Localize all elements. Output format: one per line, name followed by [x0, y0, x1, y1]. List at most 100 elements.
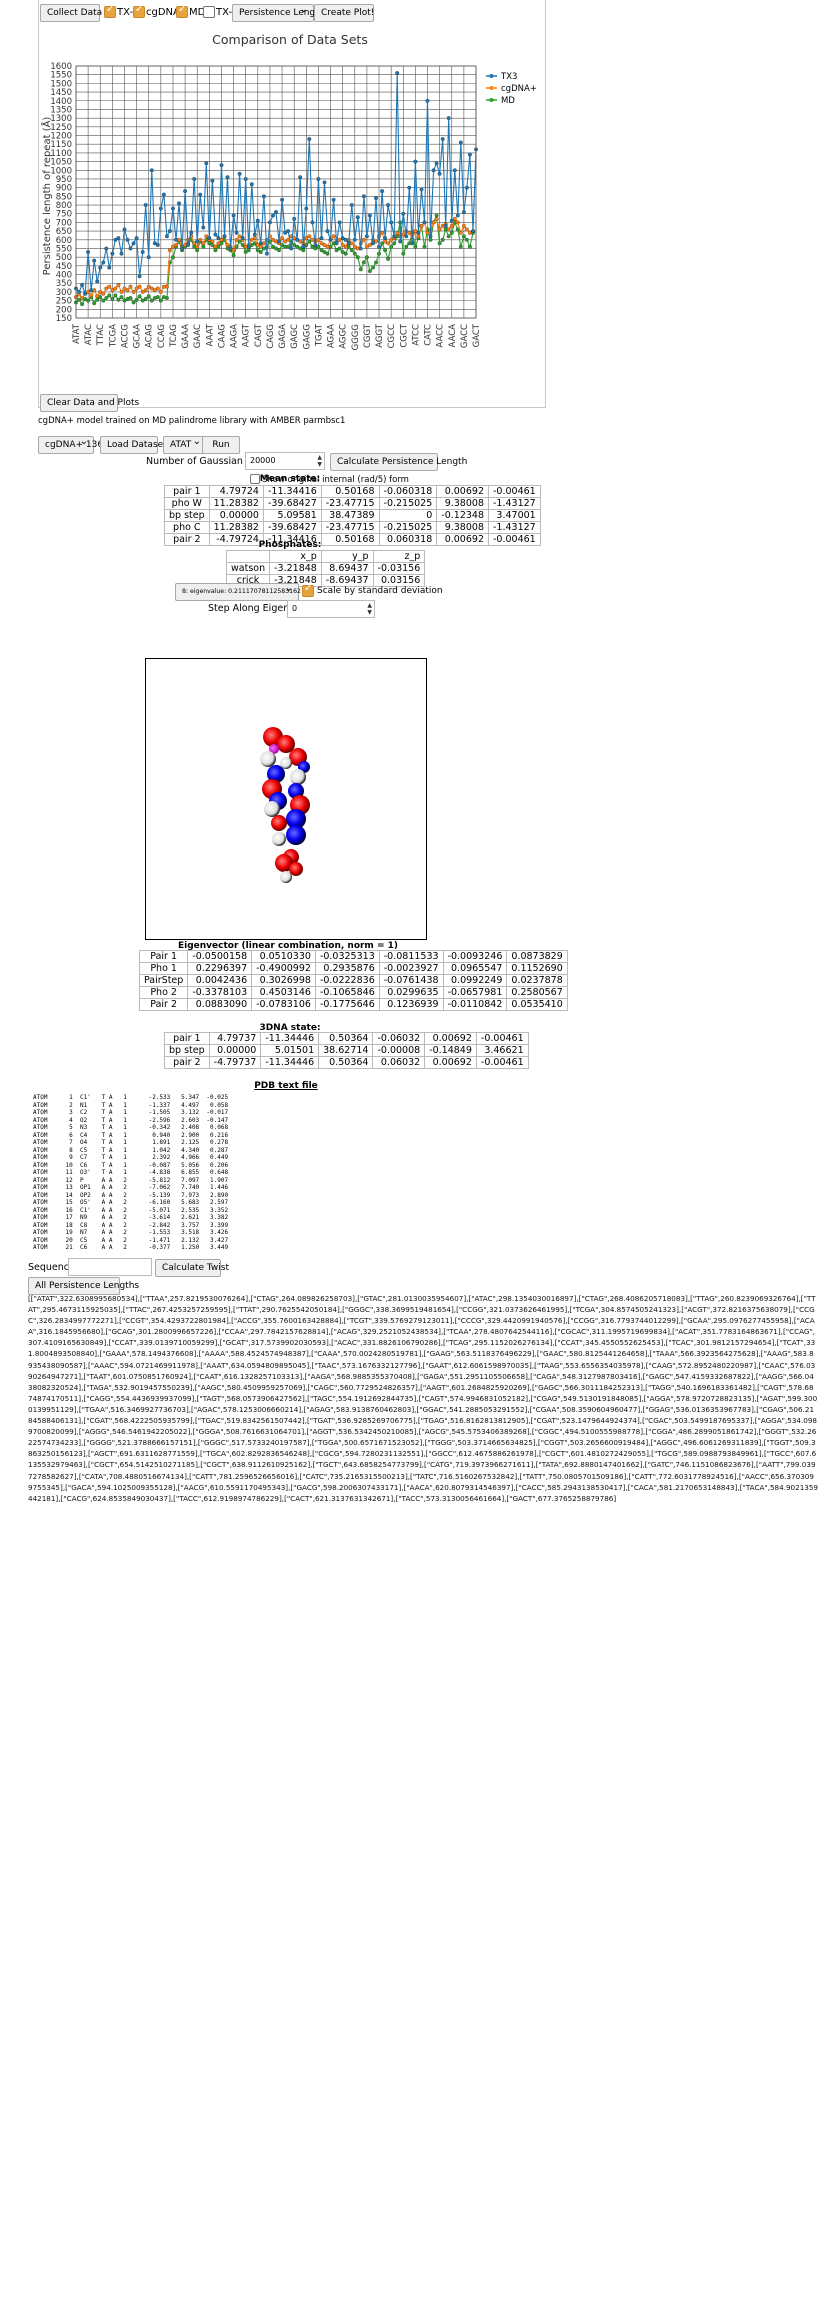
- data-point: [274, 246, 278, 251]
- data-point: [104, 286, 109, 291]
- calc-persistence-button[interactable]: Calculate Persistence Length: [330, 453, 467, 471]
- table-row: PairStep 0.0042436 0.3026998 -0.0222836 -0.0…: [138, 974, 568, 987]
- data-point: [304, 243, 309, 247]
- all-persistence-button[interactable]: All Persistence Lengths: [28, 1277, 139, 1295]
- table-cell: 0.0873829: [506, 950, 568, 963]
- x-tick-label: CGGT: [363, 323, 373, 348]
- dna3-title: 3DNA state:: [259, 1023, 321, 1033]
- data-point: [171, 255, 175, 260]
- data-point: [186, 243, 191, 247]
- table-cell: 0.00000: [208, 1044, 262, 1057]
- molecule-viewer[interactable]: [145, 658, 427, 940]
- data-point: [234, 237, 239, 242]
- step-input[interactable]: 0 ▲ ▼: [287, 600, 375, 618]
- data-point: [134, 286, 139, 291]
- run-button[interactable]: Run: [202, 436, 240, 454]
- data-point: [325, 229, 330, 234]
- show-internal-checkbox[interactable]: [250, 474, 260, 484]
- data-point: [192, 241, 197, 246]
- data-point: [349, 203, 354, 207]
- tx3-checkbox[interactable]: [104, 4, 116, 18]
- metric-select[interactable]: Persistence Length: [232, 2, 324, 22]
- table-cell: -1.43127: [488, 497, 541, 510]
- table-cell: 4.79737: [208, 1032, 262, 1045]
- data-point: [413, 229, 418, 234]
- x-tick-label: TGAT: [314, 323, 324, 347]
- md-checkbox[interactable]: [176, 4, 188, 18]
- eigen-select[interactable]: 8: eigenvalue: 0.21117078112583162: [175, 581, 301, 601]
- eigenvector-table: Pair 1 -0.0500158 0.0510330 -0.0325313 -0.08…: [138, 950, 568, 1011]
- data-point: [437, 241, 442, 246]
- data-point: [301, 248, 306, 253]
- sequence-select[interactable]: ATAT: [163, 434, 207, 454]
- table-cell: -0.0023927: [378, 962, 444, 975]
- table-cell: -39.68427: [262, 497, 322, 510]
- calc-twist-button[interactable]: Calculate Twist: [155, 1259, 229, 1277]
- x-tick-label: ACAG: [145, 324, 155, 348]
- data-point: [325, 251, 330, 256]
- data-point: [146, 255, 151, 260]
- data-point: [195, 244, 200, 249]
- data-point: [267, 220, 272, 225]
- dna-molecule-icon: [260, 727, 310, 883]
- data-point: [195, 248, 200, 253]
- data-point: [261, 194, 266, 199]
- phosphates-table: x_p y_p z_p watson -3.21848 8.69437 -0.03156 cr…: [225, 550, 426, 587]
- sequence-input[interactable]: [68, 1258, 152, 1276]
- data-point: [431, 220, 436, 225]
- data-point: [404, 244, 409, 249]
- samples-input[interactable]: 20000 ▲ ▼: [245, 452, 325, 470]
- y-tick-label: 1500: [50, 79, 72, 89]
- table-cell: 0.50364: [318, 1056, 374, 1069]
- data-point: [358, 246, 363, 251]
- data-point: [143, 288, 148, 293]
- clear-data-button[interactable]: Clear Data and Plots: [40, 394, 139, 412]
- show-internal-label: Show original internal (rad/5) form: [262, 475, 409, 485]
- data-point: [367, 213, 372, 218]
- table-cell: 0.1236939: [378, 998, 444, 1011]
- spinner-icon[interactable]: ▲ ▼: [317, 454, 322, 468]
- data-point: [283, 239, 288, 244]
- data-point: [449, 223, 454, 228]
- data-point: [116, 297, 121, 302]
- data-point: [228, 246, 233, 251]
- data-point: [380, 230, 385, 235]
- data-point: [255, 243, 260, 247]
- data-point: [95, 297, 100, 302]
- data-point: [210, 239, 215, 244]
- data-point: [352, 244, 357, 249]
- scale-checkbox[interactable]: [302, 583, 314, 597]
- table-cell: 0.0965547: [442, 962, 508, 975]
- data-point: [416, 234, 421, 239]
- data-point: [98, 289, 103, 294]
- data-point: [407, 185, 412, 190]
- table-cell: -0.0811533: [378, 950, 444, 963]
- x-tick-label: GACC: [460, 324, 470, 348]
- data-point: [107, 293, 112, 298]
- data-point: [258, 244, 263, 249]
- create-plot-button[interactable]: Create Plot!: [314, 4, 374, 22]
- scale-label: Scale by standard deviation: [317, 586, 443, 596]
- x-tick-label: AACA: [448, 324, 458, 348]
- data-point: [361, 260, 366, 265]
- cgdna-checkbox[interactable]: [133, 4, 145, 18]
- data-point: [343, 244, 348, 249]
- step-spinner-icon[interactable]: ▲ ▼: [367, 602, 372, 616]
- data-point: [204, 234, 209, 239]
- samples-label: Number of Gaussian samples: [146, 456, 286, 467]
- data-point: [322, 243, 327, 247]
- y-tick-label: 200: [56, 305, 72, 315]
- load-dataset-button[interactable]: Load Dataset: [100, 436, 167, 454]
- table-cell: 0.00692: [424, 1056, 477, 1069]
- data-point: [334, 241, 339, 246]
- table-cell: -0.215025: [378, 497, 438, 510]
- data-point: [455, 220, 460, 225]
- model-select[interactable]: cgDNA+ 136: [38, 434, 103, 454]
- tx2-checkbox[interactable]: [203, 6, 215, 18]
- table-cell: 0.0992249: [442, 974, 508, 987]
- data-point: [428, 237, 433, 242]
- collect-data-button[interactable]: Collect Data: [40, 4, 102, 22]
- data-point: [122, 227, 127, 232]
- data-point: [401, 251, 406, 256]
- data-point: [146, 284, 151, 289]
